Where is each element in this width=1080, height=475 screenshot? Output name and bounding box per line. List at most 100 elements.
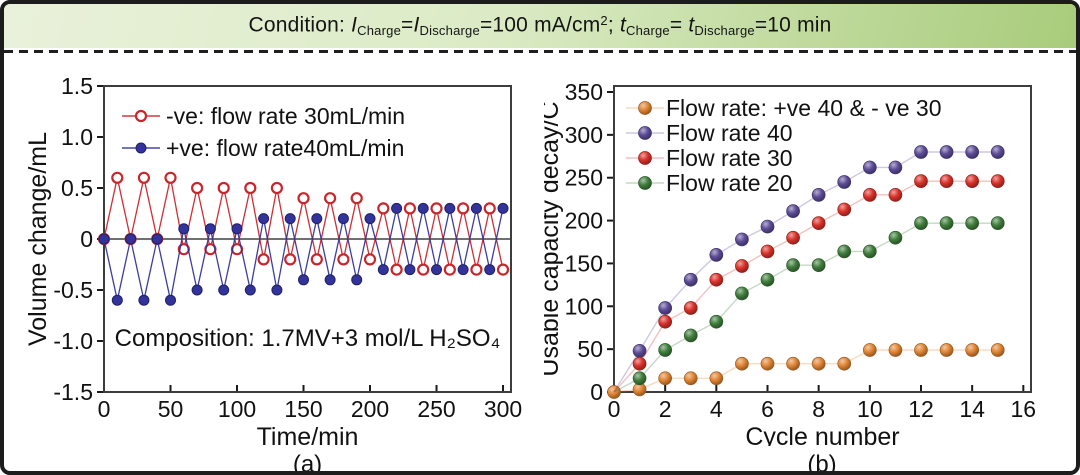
data-point-filled-circle xyxy=(151,233,163,245)
data-point-open-circle xyxy=(470,263,483,276)
data-point-filled-circle xyxy=(271,284,283,296)
data-point-ball xyxy=(658,301,673,315)
data-point-open-circle xyxy=(111,171,124,184)
data-point-open-circle xyxy=(377,202,390,215)
data-point-filled-circle xyxy=(324,274,336,286)
condition-text-segment: 2 xyxy=(600,13,608,29)
y-axis-label: Volume change/mL xyxy=(24,132,52,346)
data-point-ball xyxy=(939,216,954,230)
series-line-3 xyxy=(613,222,998,393)
data-point-filled-circle xyxy=(404,264,416,276)
series-line-2 xyxy=(613,180,998,393)
data-point-ball xyxy=(811,216,826,230)
data-point-ball xyxy=(735,356,749,371)
x-axis-label: Time/min xyxy=(257,423,359,446)
data-point-ball xyxy=(914,174,928,188)
data-point-ball xyxy=(683,301,698,315)
condition-text-segment: I xyxy=(351,13,358,37)
data-point-filled-circle xyxy=(218,284,230,296)
y-axis-tick-label: -1.0 xyxy=(53,328,93,354)
data-point-ball xyxy=(965,343,980,357)
data-point-filled-circle xyxy=(364,213,376,225)
y-axis-tick-label: -0.5 xyxy=(53,277,93,303)
data-point-filled-circle xyxy=(391,202,403,214)
data-point-ball xyxy=(760,219,775,234)
x-axis-tick-label: 250 xyxy=(417,396,455,422)
data-point-ball xyxy=(811,258,826,272)
data-point-ball xyxy=(683,328,698,343)
data-point-ball xyxy=(786,230,800,245)
data-point-open-circle xyxy=(134,109,148,123)
data-point-ball xyxy=(888,230,903,245)
x-axis-label: Cycle number xyxy=(745,423,899,446)
condition-text-segment: I xyxy=(413,13,420,37)
condition-text-segment: t xyxy=(619,13,626,37)
condition-text-segment: = xyxy=(401,13,414,37)
dashed-separator xyxy=(4,50,1076,53)
data-point-open-circle xyxy=(403,202,417,215)
data-point-open-circle xyxy=(284,253,297,266)
data-point-ball xyxy=(914,145,928,159)
series-line-1 xyxy=(103,208,504,301)
data-point-open-circle xyxy=(337,253,350,266)
condition-text-segment: Condition: xyxy=(248,13,352,37)
y-axis-tick-label: 0 xyxy=(80,226,93,252)
data-point-ball xyxy=(709,248,724,262)
data-point-ball xyxy=(760,272,775,287)
data-point-ball xyxy=(658,343,673,357)
data-point-ball xyxy=(862,343,877,357)
condition-text: Condition: ICharge=IDischarge=100 mA/cm2… xyxy=(248,13,831,38)
data-point-ball xyxy=(786,204,800,218)
data-point-ball xyxy=(709,272,724,287)
condition-text-segment: Charge xyxy=(625,23,670,39)
y-axis-tick-label: 200 xyxy=(565,208,603,234)
data-point-filled-circle xyxy=(165,294,177,306)
data-point-filled-circle xyxy=(178,223,190,235)
legend-label: Flow rate 30 xyxy=(666,145,793,171)
composition-annotation: Composition: 1.7MV+3 mol/L H₂SO₄ xyxy=(115,325,501,352)
y-axis-tick-label: 100 xyxy=(565,293,603,319)
data-point-open-circle xyxy=(257,253,270,266)
data-point-open-circle xyxy=(363,253,377,266)
x-axis-tick-label: 8 xyxy=(812,396,825,422)
data-point-open-circle xyxy=(390,263,403,276)
data-point-ball xyxy=(888,160,903,175)
chart-b-svg: 0 2 4 6 8 10 12 14 16 0 50 100 150 200 250 300 350 Flow r… xyxy=(536,79,1036,451)
legend-label: Flow rate: +ve 40 & - ve 30 xyxy=(666,95,942,121)
y-axis-tick-label: 1.0 xyxy=(61,124,93,150)
chart-a-caption: (a) xyxy=(292,451,323,475)
series-line-0 xyxy=(613,349,998,393)
condition-text-segment: ; xyxy=(607,13,620,37)
plot-border xyxy=(613,85,1032,393)
y-axis-tick-label: 0 xyxy=(590,379,603,405)
data-point-filled-circle xyxy=(470,202,482,214)
data-point-filled-circle xyxy=(135,142,147,154)
y-axis-tick-label: 1.5 xyxy=(61,73,93,99)
data-point-filled-circle xyxy=(138,294,150,306)
y-axis-tick-label: -1.5 xyxy=(53,379,93,405)
data-point-ball xyxy=(862,188,877,202)
data-point-filled-circle xyxy=(417,202,429,214)
condition-text-segment: Discharge xyxy=(694,23,755,39)
y-axis-label: Usable capacity decay/C xyxy=(544,101,564,376)
data-point-ball xyxy=(607,385,621,399)
data-point-ball xyxy=(990,145,1005,159)
chart-a-svg: 0 50 100 150 200 250 300 1.5 1.0 0.5 0 -0.5 -1.0 -1.5… xyxy=(24,73,522,451)
data-point-ball xyxy=(735,259,749,273)
data-point-open-circle xyxy=(164,171,177,184)
data-point-ball xyxy=(683,272,698,287)
data-point-filled-circle xyxy=(111,294,123,306)
data-point-ball xyxy=(709,371,724,386)
data-point-ball xyxy=(837,175,852,189)
y-axis-tick-label: 300 xyxy=(565,122,603,148)
data-point-ball xyxy=(965,216,980,230)
data-point-open-circle xyxy=(430,202,443,215)
condition-banner: Condition: ICharge=IDischarge=100 mA/cm2… xyxy=(4,4,1076,48)
data-point-open-circle xyxy=(270,181,284,195)
data-point-ball xyxy=(735,286,749,301)
data-point-ball xyxy=(638,126,652,140)
data-point-ball xyxy=(658,371,673,386)
series-line-1 xyxy=(613,151,998,393)
data-point-open-circle xyxy=(483,202,496,215)
x-axis-tick-label: 100 xyxy=(218,396,256,422)
